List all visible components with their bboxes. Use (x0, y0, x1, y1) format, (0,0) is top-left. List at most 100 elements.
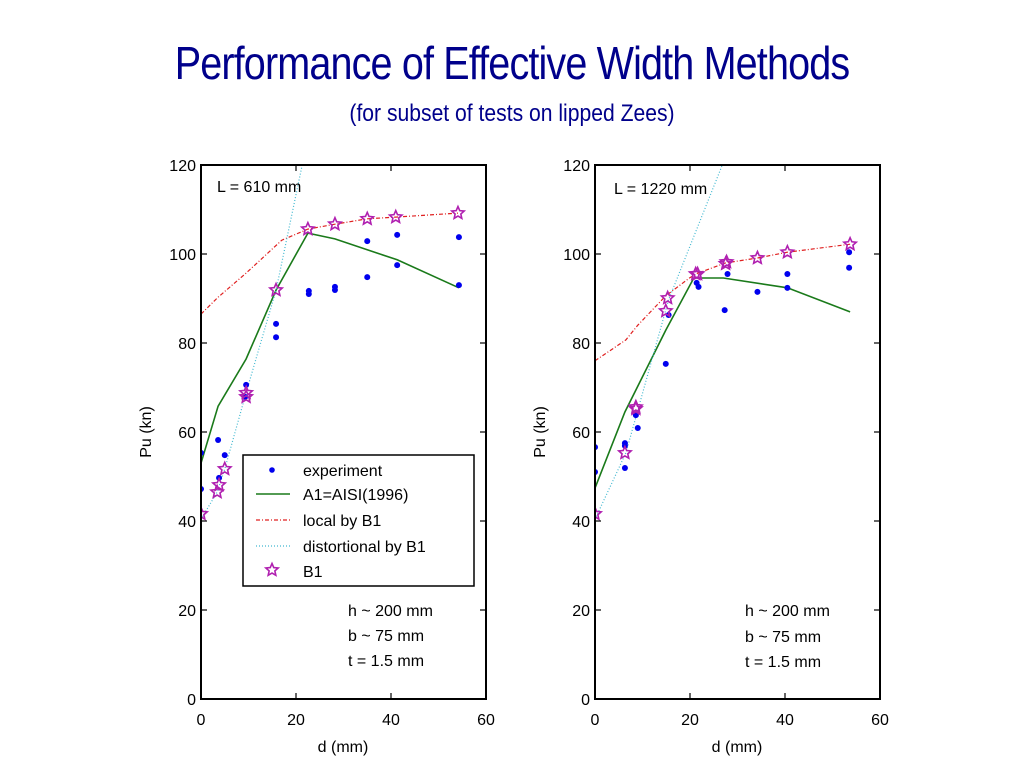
panel-annotation: L = 1220 mm (614, 181, 707, 198)
chart-panel-l610: 0 20 40 60 0 20 40 60 80 100 120 L = 610 mm d (mm)… (138, 158, 495, 756)
experiment-point (394, 262, 401, 269)
b1-star-marker (841, 235, 859, 252)
legend-experiment-label: experiment (303, 463, 383, 480)
y-tick-label: 100 (563, 247, 590, 264)
legend-b1-label: B1 (303, 564, 323, 581)
experiment-point (846, 249, 853, 256)
b1-star-marker (299, 220, 316, 236)
b1-star-marker (779, 243, 796, 260)
experiment-point (621, 465, 628, 472)
x-tick-label: 20 (287, 712, 305, 729)
chart-panel-l1220: 0 20 40 60 0 20 40 60 80 100 120 L = 1220 mm d (mm… (532, 158, 889, 756)
experiment-point (634, 424, 641, 431)
experiment-point (331, 287, 338, 294)
y-tick-label: 80 (178, 336, 196, 353)
b1-star-marker (627, 400, 644, 416)
b1-star-marker (216, 460, 233, 476)
experiment-point (784, 284, 791, 291)
x-tick-label: 40 (776, 712, 794, 729)
y-tick-label: 60 (572, 425, 590, 442)
legend-local-label: local by B1 (303, 513, 381, 530)
plot-frame (200, 164, 487, 700)
x-tick-label: 60 (871, 712, 889, 729)
b1-star-marker (238, 384, 255, 400)
experiment-point (455, 234, 462, 241)
axis-ticks: 0 20 40 60 0 20 40 60 80 100 120 (563, 158, 889, 729)
note-line-t: t = 1.5 mm (745, 654, 821, 671)
y-axis-label: Pu (kn) (138, 406, 155, 458)
b1-star-marker (657, 302, 674, 318)
b1-star-marker (449, 204, 467, 220)
legend: experiment A1=AISI(1996) local by B1 dis… (242, 454, 475, 587)
b1-star-marker (267, 281, 285, 297)
y-tick-label: 20 (572, 603, 590, 620)
experiment-point (455, 282, 462, 289)
x-tick-label: 40 (382, 712, 400, 729)
series-layer (595, 165, 859, 521)
axis-ticks: 0 20 40 60 0 20 40 60 80 100 120 (169, 158, 495, 729)
series-layer (201, 165, 467, 521)
y-tick-label: 20 (178, 603, 196, 620)
experiment-point (724, 271, 731, 278)
legend-b1-star-icon (263, 561, 281, 577)
legend-entry-experiment: experiment (269, 463, 383, 480)
experiment-point (754, 288, 761, 295)
experiment-point (784, 271, 791, 278)
experiment-point (364, 274, 371, 281)
experiment-point (364, 238, 371, 245)
experiment-point (662, 360, 669, 367)
slide-title: Performance of Effective Width Methods (174, 37, 850, 89)
experiment-point (305, 291, 312, 298)
experiment-point (695, 283, 702, 290)
b1-star-marker (616, 444, 634, 460)
note-line-b: b ~ 75 mm (348, 628, 424, 645)
b1-star-marker (659, 289, 676, 305)
x-tick-label: 60 (477, 712, 495, 729)
b1-star-marker (718, 253, 735, 269)
b1-star-marker (595, 505, 604, 521)
b1-star-marker (359, 210, 376, 226)
b1-star-marker (326, 215, 344, 232)
y-axis-label: Pu (kn) (532, 406, 549, 458)
y-tick-label: 0 (187, 692, 196, 709)
experiment-point (273, 320, 280, 327)
b1-star-marker (210, 476, 228, 492)
panel-annotation: L = 610 mm (217, 179, 301, 196)
legend-entry-distortional: distortional by B1 (256, 539, 426, 556)
b1-star-marker (201, 505, 210, 521)
y-tick-label: 60 (178, 425, 196, 442)
x-tick-label: 0 (197, 712, 206, 729)
note-line-h: h ~ 200 mm (348, 603, 433, 620)
experiment-point (721, 307, 728, 314)
x-axis-label: d (mm) (318, 739, 369, 756)
experiment-point (846, 264, 853, 271)
legend-box (242, 454, 475, 587)
experiment-point (215, 437, 222, 444)
y-tick-label: 120 (169, 158, 196, 175)
x-axis-label: d (mm) (712, 739, 763, 756)
legend-experiment-marker (269, 467, 275, 473)
plot-frame (594, 164, 881, 700)
b1-star-marker (689, 265, 706, 281)
x-tick-label: 0 (591, 712, 600, 729)
series-line-distortional (595, 165, 723, 520)
note-line-h: h ~ 200 mm (745, 603, 830, 620)
experiment-point (221, 452, 228, 459)
y-tick-label: 40 (178, 514, 196, 531)
experiment-point (273, 334, 280, 341)
y-tick-label: 100 (169, 247, 196, 264)
b1-star-marker (749, 249, 766, 265)
series-line-aisi (201, 232, 460, 464)
x-tick-label: 20 (681, 712, 699, 729)
y-tick-label: 80 (572, 336, 590, 353)
b1-star-marker (387, 208, 404, 224)
experiment-point (394, 231, 401, 238)
series-line-local (595, 243, 851, 362)
legend-distortional-label: distortional by B1 (303, 539, 426, 556)
legend-aisi-label: A1=AISI(1996) (303, 487, 408, 504)
legend-entry-local: local by B1 (256, 513, 381, 530)
series-line-local (201, 212, 459, 315)
y-tick-label: 0 (581, 692, 590, 709)
note-line-b: b ~ 75 mm (745, 629, 821, 646)
